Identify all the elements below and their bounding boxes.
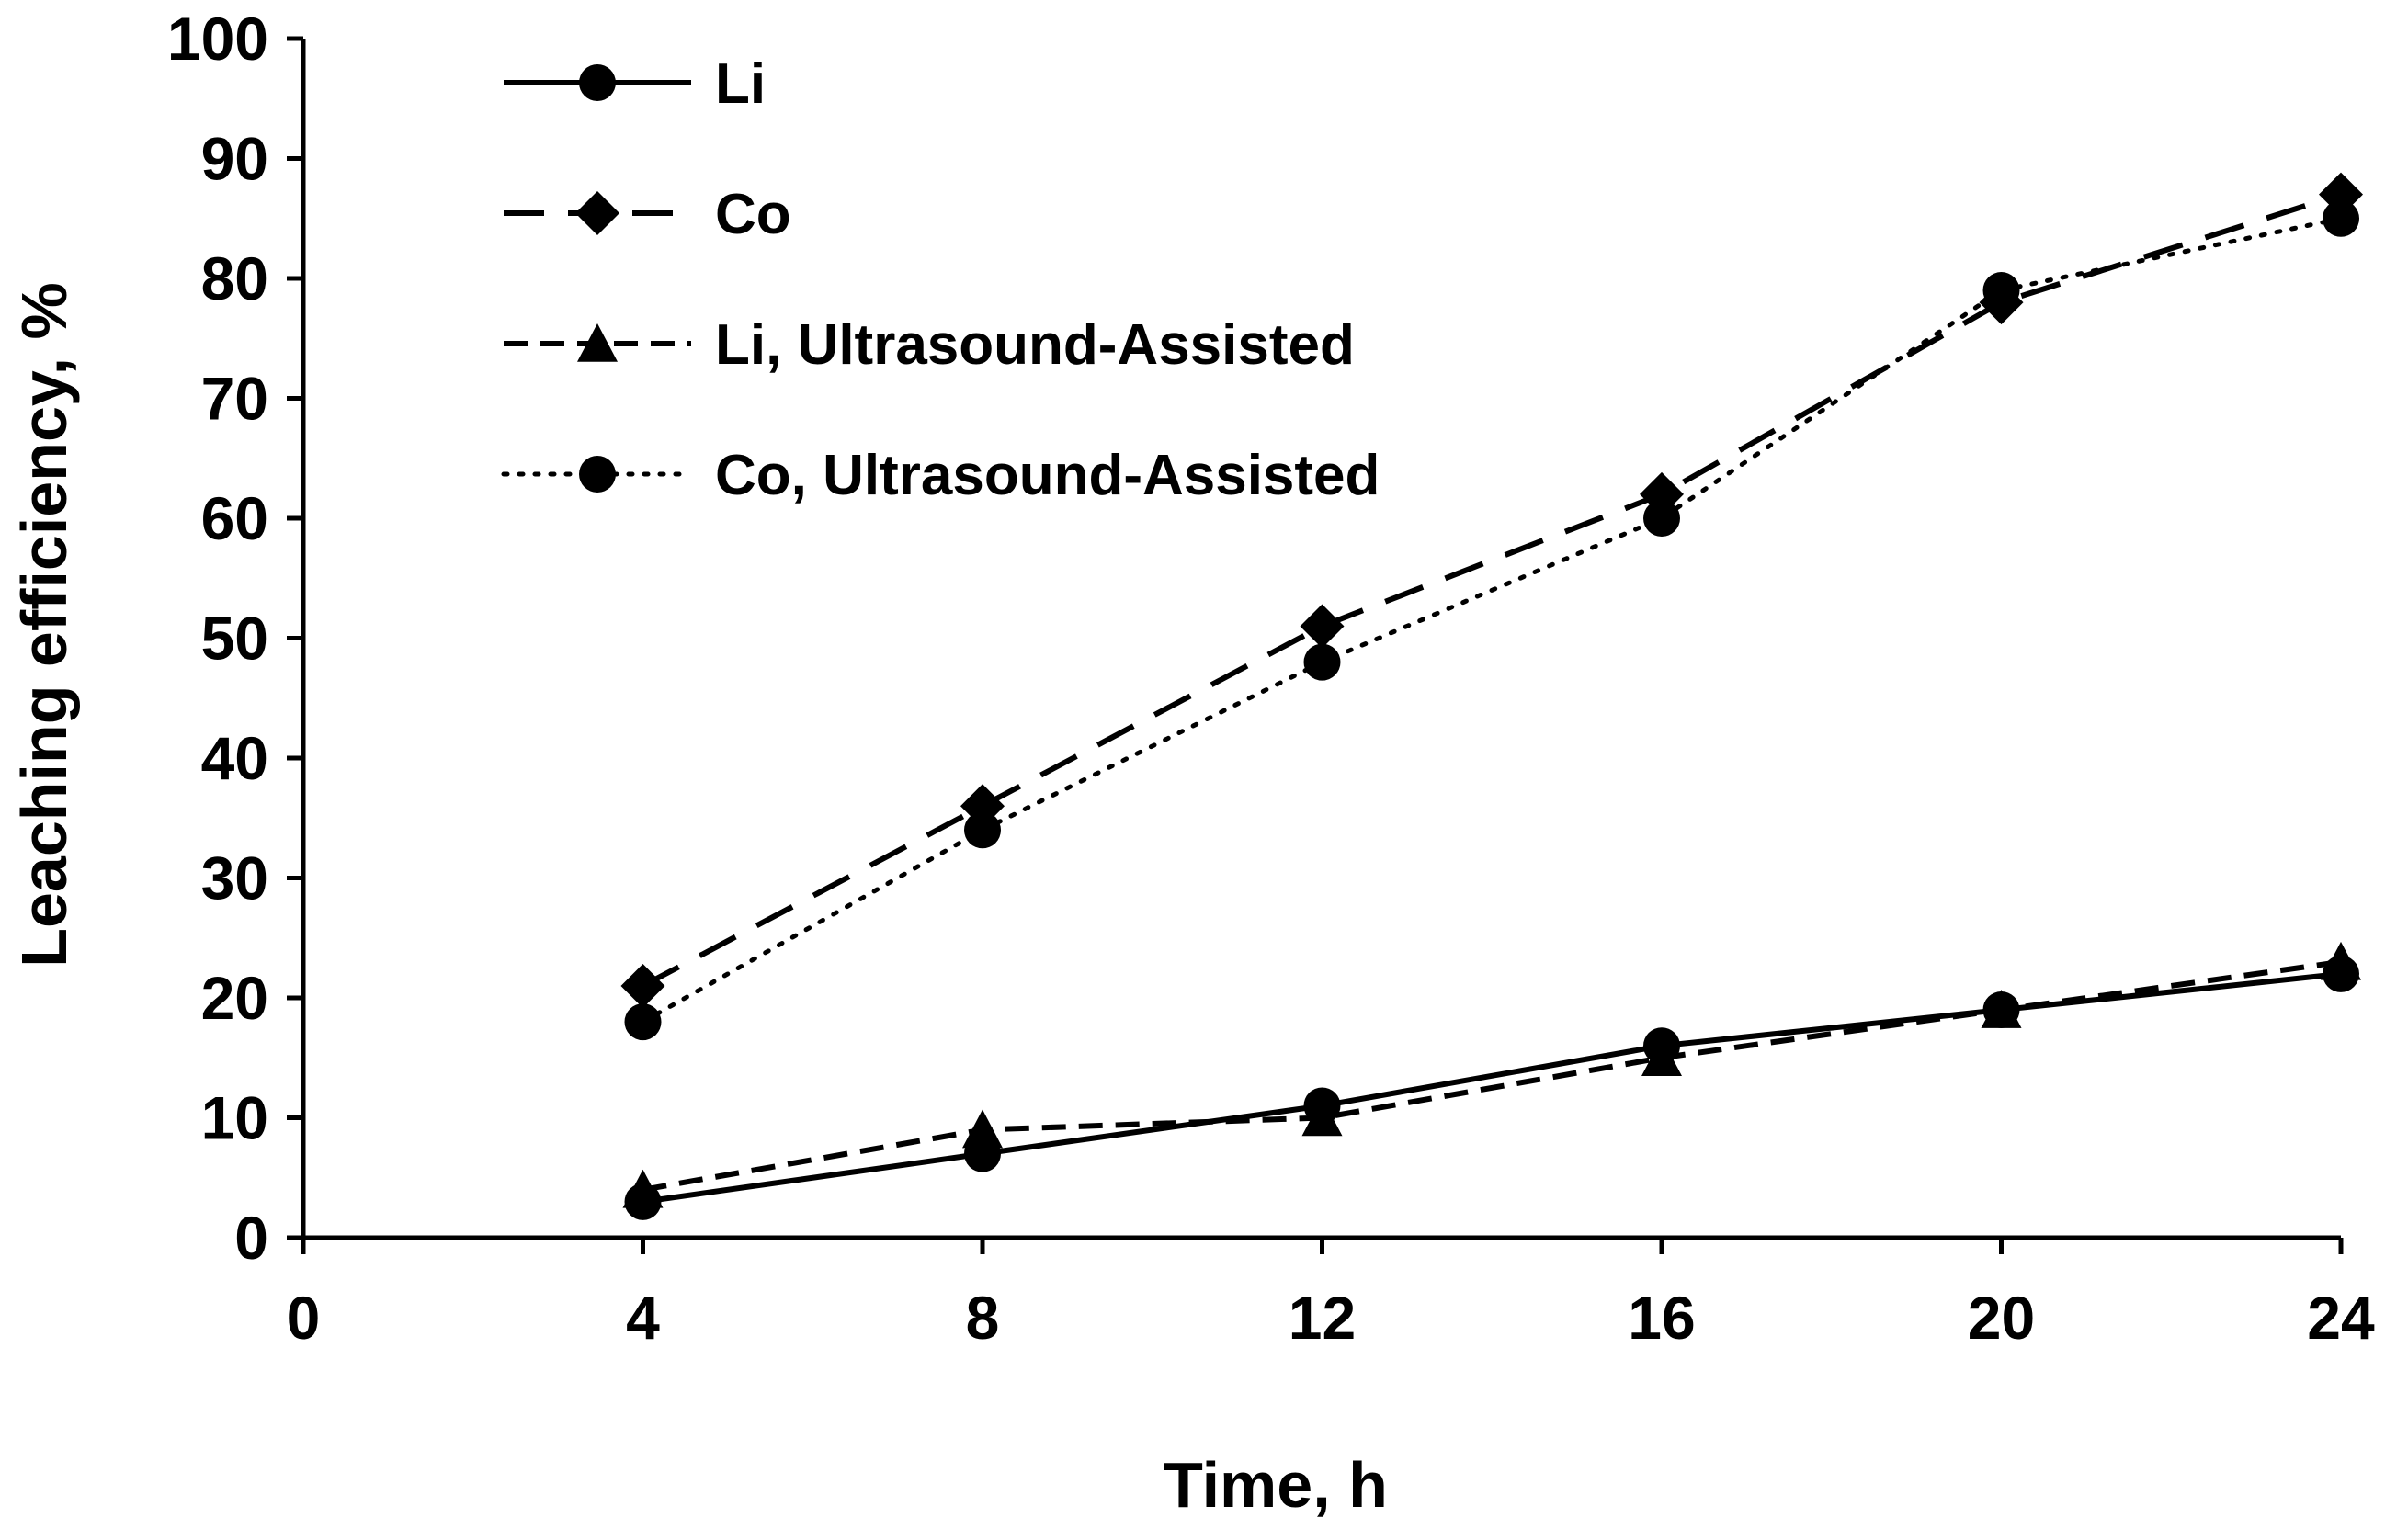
legend-label-1: Li bbox=[715, 52, 766, 116]
x-tick-label: 24 bbox=[2307, 1284, 2375, 1352]
x-axis-title: Time, h bbox=[1164, 1449, 1388, 1521]
data-point-series-3 bbox=[962, 1109, 1003, 1149]
y-axis-title: Leaching efficiency, % bbox=[8, 282, 80, 968]
legend: Li Co Li, Ultrasound-Assisted Co, Ultrasoun… bbox=[501, 52, 1380, 507]
data-point-series-4 bbox=[964, 811, 1001, 849]
x-tick-label: 16 bbox=[1628, 1284, 1695, 1352]
data-point-series-3 bbox=[1981, 990, 2022, 1028]
legend-label-4: Co, Ultrasound-Assisted bbox=[715, 444, 1380, 507]
data-point-series-4 bbox=[1643, 500, 1680, 537]
y-tick-label: 10 bbox=[201, 1084, 268, 1152]
data-point-series-4 bbox=[624, 1003, 662, 1041]
legend-marker-3 bbox=[577, 323, 618, 362]
y-tick-label: 90 bbox=[201, 125, 268, 193]
data-point-series-3 bbox=[1641, 1037, 1682, 1077]
y-tick-label: 100 bbox=[167, 5, 268, 73]
series-line-2 bbox=[642, 191, 2342, 989]
data-point-series-2 bbox=[620, 963, 665, 1008]
y-tick-label: 0 bbox=[234, 1204, 268, 1272]
y-tick-label: 60 bbox=[201, 484, 268, 552]
data-point-series-3 bbox=[622, 1169, 664, 1208]
series-line-4 bbox=[641, 216, 2344, 1025]
x-tick-label: 8 bbox=[966, 1284, 1000, 1352]
series-markers bbox=[620, 172, 2363, 1220]
series-line-3 bbox=[642, 958, 2342, 1193]
legend-marker-2 bbox=[575, 191, 619, 235]
y-tick-label: 30 bbox=[201, 844, 268, 912]
data-point-series-4 bbox=[1303, 643, 1341, 681]
tick-labels: 0 10 20 30 40 50 60 70 80 90 100 0 4 8 12 16 20 24 bbox=[167, 5, 2375, 1352]
series-line-1 bbox=[642, 970, 2342, 1205]
x-tick-label: 12 bbox=[1289, 1284, 1356, 1352]
axes bbox=[287, 36, 2344, 1254]
x-tick-label: 20 bbox=[1968, 1284, 2035, 1352]
data-point-series-3 bbox=[2321, 941, 2361, 980]
legend-label-3: Li, Ultrasound-Assisted bbox=[715, 313, 1355, 377]
data-point-series-4 bbox=[2323, 199, 2359, 237]
y-tick-label: 70 bbox=[201, 365, 268, 433]
data-point-series-3 bbox=[1301, 1097, 1343, 1137]
x-tick-label: 0 bbox=[287, 1284, 321, 1352]
y-tick-label: 80 bbox=[201, 244, 268, 312]
series-lines bbox=[641, 191, 2344, 1205]
legend-marker-1 bbox=[579, 64, 616, 101]
data-point-series-2 bbox=[1300, 604, 1345, 649]
legend-label-2: Co bbox=[715, 183, 791, 246]
x-tick-label: 4 bbox=[626, 1284, 660, 1352]
y-tick-label: 20 bbox=[201, 964, 268, 1032]
y-tick-label: 40 bbox=[201, 724, 268, 792]
data-point-series-4 bbox=[1982, 272, 2020, 310]
legend-marker-4 bbox=[579, 456, 616, 493]
y-tick-label: 50 bbox=[201, 605, 268, 673]
